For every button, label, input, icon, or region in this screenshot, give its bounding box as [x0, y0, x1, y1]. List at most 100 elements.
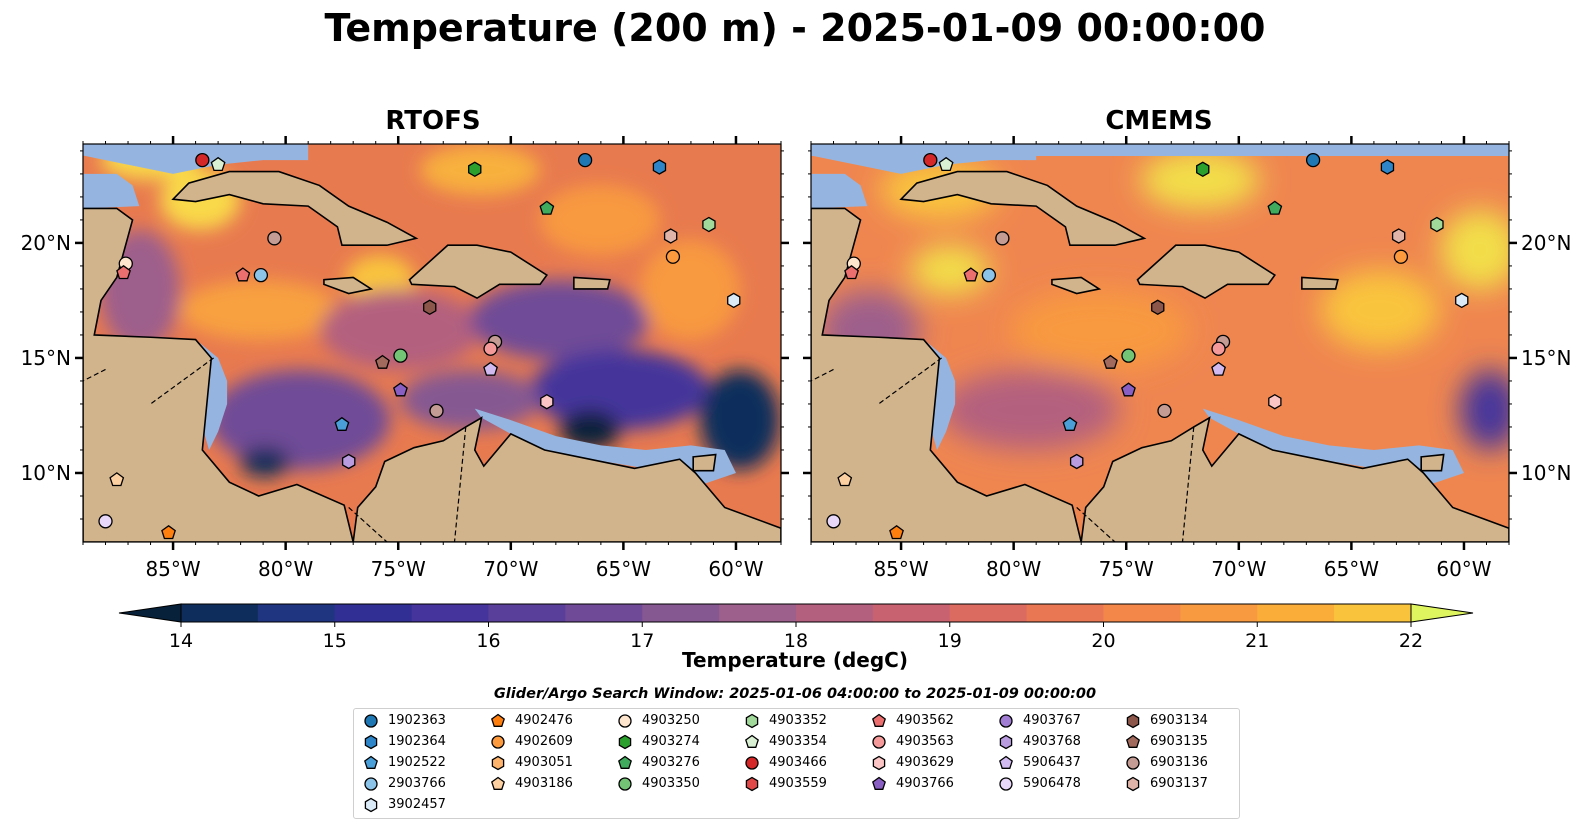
- legend-item: 5906437: [997, 752, 1081, 773]
- float-marker: [963, 267, 979, 282]
- legend-label: 4903766: [896, 776, 954, 791]
- lat-tick-label: 20°N: [21, 231, 71, 255]
- float-marker: [727, 292, 741, 309]
- float-marker: [1151, 299, 1165, 316]
- float-marker: [665, 249, 681, 264]
- cmems-panel-title: CMEMS: [1105, 106, 1213, 136]
- float-marker: [423, 299, 437, 316]
- country-border: [1181, 426, 1195, 542]
- legend-item: 4903563: [870, 731, 954, 752]
- legend-item: 2903766: [362, 773, 446, 794]
- legend-label: 4902609: [515, 734, 573, 749]
- legend-label: 1902364: [388, 734, 446, 749]
- float-marker: [938, 156, 954, 172]
- legend-label: 4903354: [769, 734, 827, 749]
- legend-label: 4903250: [642, 713, 700, 728]
- legend-marker: [618, 776, 632, 791]
- legend-label: 6903137: [1150, 776, 1208, 791]
- country-border: [811, 368, 834, 382]
- legend-label: 1902363: [388, 713, 446, 728]
- legend-label: 5906437: [1023, 755, 1081, 770]
- legend-marker-circle-icon: [1126, 755, 1140, 770]
- lon-tick-label: 80°W: [258, 557, 313, 581]
- land-shape: [899, 170, 1147, 247]
- float-marker: [468, 161, 482, 178]
- lon-tick-label: 70°W: [1211, 557, 1266, 581]
- legend-item: 4902609: [489, 731, 573, 752]
- float-legend: 1902363 1902364 1902522 2903766 3902457 49024…: [353, 708, 1240, 819]
- lon-tick-label: 60°W: [1436, 557, 1491, 581]
- legend-marker: [999, 713, 1013, 728]
- colorbar-band: [949, 604, 1028, 622]
- legend-label: 4903768: [1023, 734, 1081, 749]
- float-marker: [981, 267, 997, 283]
- legend-marker-circle-icon: [745, 755, 759, 770]
- legend-marker-circle-icon: [364, 776, 378, 791]
- legend-label: 4903466: [769, 755, 827, 770]
- lon-tick-label: 65°W: [596, 557, 651, 581]
- colorbar-band: [411, 604, 489, 622]
- rtofs-panel-title: RTOFS: [385, 106, 481, 136]
- map-frame: [82, 143, 782, 543]
- float-marker: [341, 453, 356, 470]
- land-shape: [573, 276, 611, 290]
- map-frame: [810, 143, 1510, 543]
- colorbar-tick-label: 21: [1245, 630, 1269, 652]
- float-marker: [1157, 403, 1172, 419]
- land-shape: [692, 453, 717, 472]
- legend-item: 4903051: [489, 752, 573, 773]
- legend-marker-hexagon-icon: [745, 776, 759, 791]
- float-marker: [1069, 453, 1084, 470]
- legend-item: 4903350: [616, 773, 700, 794]
- lon-tick-label: 85°W: [145, 557, 200, 581]
- legend-marker: [364, 797, 378, 812]
- float-marker: [1267, 200, 1283, 215]
- legend-item: 3902457: [362, 794, 446, 815]
- float-marker: [1103, 354, 1118, 369]
- legend-marker-pentagon-icon: [618, 755, 632, 769]
- legend-marker-pentagon-icon: [745, 734, 759, 748]
- coastline-group: [811, 144, 1509, 542]
- legend-item: 4903767: [997, 710, 1081, 731]
- legend-item: 4903466: [743, 752, 827, 773]
- country-border: [150, 357, 214, 405]
- lon-tick-label: 80°W: [986, 557, 1041, 581]
- legend-label: 2903766: [388, 776, 446, 791]
- float-marker: [1211, 361, 1226, 376]
- legend-marker: [999, 755, 1013, 769]
- colorbar-label: Temperature (degC): [682, 648, 908, 672]
- country-border: [83, 368, 106, 382]
- legend-marker: [1126, 713, 1140, 728]
- legend-item: 6903137: [1124, 773, 1208, 794]
- colorbar-band: [642, 604, 720, 622]
- float-marker: [1196, 161, 1210, 178]
- country-border: [1076, 507, 1116, 542]
- float-marker: [577, 152, 593, 168]
- legend-marker: [491, 713, 505, 727]
- legend-title: Glider/Argo Search Window: 2025-01-06 04…: [493, 686, 1097, 702]
- colorbar-tick-label: 19: [938, 630, 962, 652]
- float-marker: [195, 152, 210, 168]
- colorbar-tick-label: 14: [169, 630, 193, 652]
- legend-marker: [1126, 776, 1140, 791]
- legend-marker: [491, 734, 505, 749]
- colorbar-band: [1026, 604, 1104, 622]
- coastline-group: [83, 144, 781, 542]
- legend-label: 4903276: [642, 755, 700, 770]
- land-shape: [1420, 453, 1445, 472]
- legend-marker-circle-icon: [618, 776, 632, 791]
- colorbar-tick-label: 20: [1091, 630, 1115, 652]
- lat-tick-label: 15°N: [1521, 346, 1571, 370]
- colorbar-band: [1334, 604, 1412, 622]
- colorbar-band: [565, 604, 643, 622]
- legend-item: 1902522: [362, 752, 446, 773]
- legend-label: 4902476: [515, 713, 573, 728]
- float-marker: [1121, 382, 1136, 397]
- float-marker: [1121, 348, 1136, 363]
- land-shape: [408, 244, 548, 300]
- legend-item: 6903136: [1124, 752, 1208, 773]
- float-marker: [1391, 228, 1406, 244]
- legend-label: 1902522: [388, 755, 446, 770]
- colorbar-band: [796, 604, 874, 622]
- float-marker: [837, 472, 853, 487]
